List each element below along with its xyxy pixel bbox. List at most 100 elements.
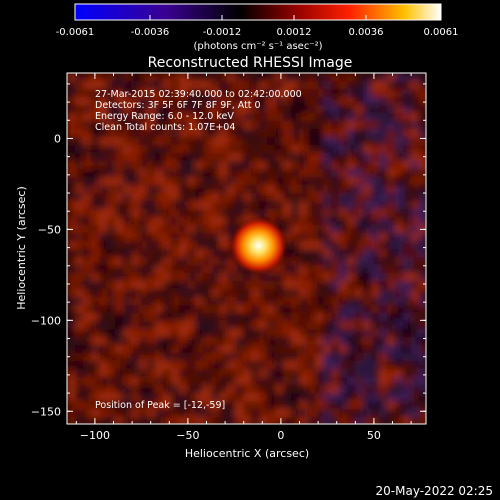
heatmap-cell [179, 249, 188, 258]
heatmap-cell [227, 97, 236, 106]
heatmap-cell [403, 209, 412, 218]
heatmap-cell [291, 265, 300, 274]
heatmap-cell [291, 345, 300, 354]
heatmap-cell [171, 233, 180, 242]
heatmap-cell [331, 313, 340, 322]
y-tick-label: −50 [38, 223, 61, 236]
heatmap-cell [179, 393, 188, 402]
heatmap-cell [291, 417, 300, 424]
heatmap-cell [83, 273, 92, 282]
heatmap-cell [331, 249, 340, 258]
heatmap-cell [115, 313, 124, 322]
heatmap-cell [267, 129, 276, 138]
heatmap-cell [195, 281, 204, 290]
heatmap-cell [411, 153, 420, 162]
heatmap-cell [195, 105, 204, 114]
heatmap-cell [355, 217, 364, 226]
heatmap-cell [75, 81, 84, 90]
heatmap-cell [115, 369, 124, 378]
heatmap-cell [243, 313, 252, 322]
heatmap-cell [339, 273, 348, 282]
heatmap-cell [371, 305, 380, 314]
heatmap-cell [107, 153, 116, 162]
heatmap-cell [91, 401, 100, 410]
heatmap-cell [243, 73, 252, 82]
heatmap-cell [323, 321, 332, 330]
heatmap-cell [387, 321, 396, 330]
heatmap-cell [395, 409, 404, 418]
heatmap-cell [163, 89, 172, 98]
heatmap-cell [171, 265, 180, 274]
heatmap-cell [371, 385, 380, 394]
heatmap-cell [99, 345, 108, 354]
heatmap-cell [123, 401, 132, 410]
heatmap-cell [139, 145, 148, 154]
heatmap-cell [83, 337, 92, 346]
heatmap-cell [179, 417, 188, 424]
heatmap-cell [91, 273, 100, 282]
heatmap-cell [387, 369, 396, 378]
heatmap-cell [267, 97, 276, 106]
heatmap-cell [211, 281, 220, 290]
heatmap-cell [419, 345, 426, 354]
heatmap-cell [315, 409, 324, 418]
heatmap-cell [283, 233, 292, 242]
heatmap-cell [267, 377, 276, 386]
heatmap-cell [107, 233, 116, 242]
heatmap-cell [203, 217, 212, 226]
heatmap-cell [219, 273, 228, 282]
heatmap-cell [123, 129, 132, 138]
heatmap-cell [283, 161, 292, 170]
heatmap-cell [171, 417, 180, 424]
heatmap-cell [395, 193, 404, 202]
heatmap-cell [307, 225, 316, 234]
heatmap-cell [291, 321, 300, 330]
heatmap-cell [131, 377, 140, 386]
y-tick-label: −150 [31, 405, 61, 418]
heatmap-cell [339, 281, 348, 290]
heatmap-cell [203, 369, 212, 378]
heatmap-cell [83, 353, 92, 362]
heatmap-cell [315, 209, 324, 218]
heatmap-cell [75, 305, 84, 314]
heatmap-cell [355, 337, 364, 346]
heatmap-cell [67, 233, 76, 242]
heatmap-cell [139, 297, 148, 306]
heatmap-cell [323, 241, 332, 250]
heatmap-cell [299, 97, 308, 106]
heatmap-cell [339, 113, 348, 122]
heatmap-cell [211, 353, 220, 362]
heatmap-cell [363, 233, 372, 242]
heatmap-cell [251, 89, 260, 98]
heatmap-cell [339, 305, 348, 314]
heatmap-cell [331, 177, 340, 186]
heatmap-cell [387, 97, 396, 106]
heatmap-cell [155, 209, 164, 218]
heatmap-cell [67, 409, 76, 418]
heatmap-cell [275, 161, 284, 170]
heatmap-cell [227, 393, 236, 402]
heatmap-cell [195, 321, 204, 330]
heatmap-cell [291, 153, 300, 162]
colorbar-tick-label: 0.0036 [349, 27, 384, 38]
heatmap-cell [395, 137, 404, 146]
heatmap-cell [171, 257, 180, 266]
heatmap-cell [379, 73, 388, 82]
heatmap-cell [267, 353, 276, 362]
heatmap-cell [67, 393, 76, 402]
heatmap-cell [107, 321, 116, 330]
heatmap-cell [219, 89, 228, 98]
heatmap-cell [259, 105, 268, 114]
heatmap-cell [179, 161, 188, 170]
heatmap-cell [155, 393, 164, 402]
heatmap-cell [395, 417, 404, 424]
heatmap-cell [139, 401, 148, 410]
heatmap-cell [251, 289, 260, 298]
heatmap-cell [155, 369, 164, 378]
heatmap-cell [123, 321, 132, 330]
heatmap-cell [379, 257, 388, 266]
heatmap-cell [99, 193, 108, 202]
heatmap-cell [155, 265, 164, 274]
heatmap-cell [107, 193, 116, 202]
heatmap-cell [179, 185, 188, 194]
